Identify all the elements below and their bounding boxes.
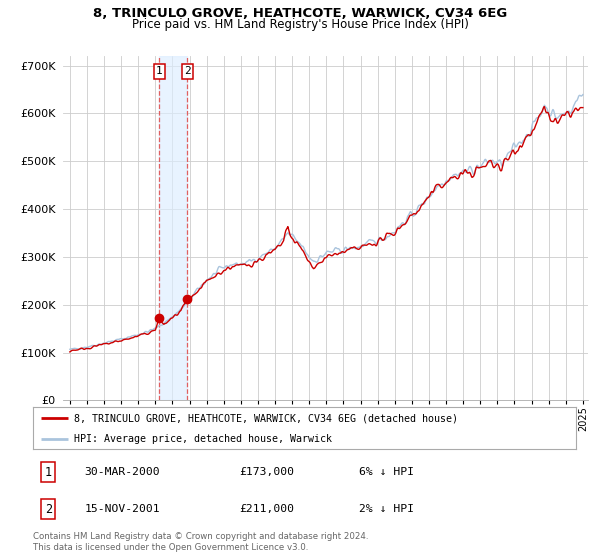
Text: HPI: Average price, detached house, Warwick: HPI: Average price, detached house, Warw… (74, 434, 332, 444)
Text: 1: 1 (44, 465, 52, 479)
Text: 8, TRINCULO GROVE, HEATHCOTE, WARWICK, CV34 6EG: 8, TRINCULO GROVE, HEATHCOTE, WARWICK, C… (93, 7, 507, 20)
Text: 2% ↓ HPI: 2% ↓ HPI (359, 504, 414, 514)
Text: 6% ↓ HPI: 6% ↓ HPI (359, 467, 414, 477)
Bar (160, 56, 187, 400)
Text: This data is licensed under the Open Government Licence v3.0.: This data is licensed under the Open Gov… (33, 543, 308, 552)
Text: Price paid vs. HM Land Registry's House Price Index (HPI): Price paid vs. HM Land Registry's House … (131, 18, 469, 31)
Text: £211,000: £211,000 (239, 504, 295, 514)
Text: 8, TRINCULO GROVE, HEATHCOTE, WARWICK, CV34 6EG (detached house): 8, TRINCULO GROVE, HEATHCOTE, WARWICK, C… (74, 413, 458, 423)
Text: 15-NOV-2001: 15-NOV-2001 (85, 504, 160, 514)
Text: 2: 2 (184, 67, 191, 77)
Text: 1: 1 (156, 67, 163, 77)
Text: 2: 2 (44, 502, 52, 516)
Text: Contains HM Land Registry data © Crown copyright and database right 2024.: Contains HM Land Registry data © Crown c… (33, 532, 368, 541)
Text: £173,000: £173,000 (239, 467, 295, 477)
Text: 30-MAR-2000: 30-MAR-2000 (85, 467, 160, 477)
